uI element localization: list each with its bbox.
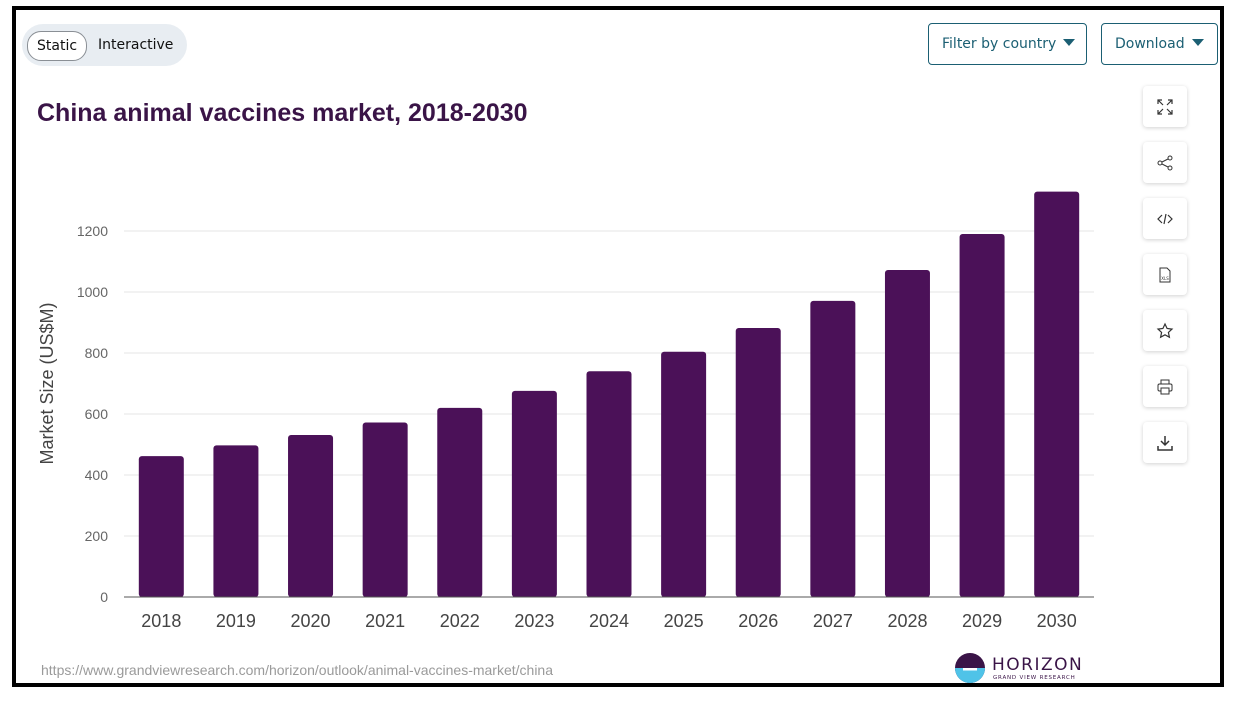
horizon-logo: HORIZON GRAND VIEW RESEARCH (954, 652, 1084, 686)
source-url: https://www.grandviewresearch.com/horizo… (41, 662, 553, 678)
xls-file-icon: XLS (1159, 267, 1171, 282)
x-tick-label: 2024 (589, 611, 629, 631)
download-icon (1157, 435, 1173, 451)
bar[interactable] (362, 422, 408, 597)
static-option[interactable]: Static (27, 31, 88, 61)
y-axis-label: Market Size (US$M) (37, 302, 57, 464)
x-tick-label: 2018 (141, 611, 181, 631)
logo-subtitle: GRAND VIEW RESEARCH (993, 675, 1076, 681)
bar[interactable] (213, 445, 259, 597)
bar[interactable] (437, 407, 483, 597)
chart-toolbar: XLS (1143, 86, 1187, 478)
star-icon (1156, 322, 1174, 338)
bar[interactable] (735, 327, 781, 597)
share-icon (1157, 155, 1173, 170)
embed-button[interactable] (1143, 198, 1187, 239)
x-tick-label: 2026 (738, 611, 778, 631)
print-icon (1157, 379, 1173, 394)
expand-icon (1157, 98, 1173, 115)
xls-export-button[interactable]: XLS (1143, 254, 1187, 295)
share-button[interactable] (1143, 142, 1187, 183)
bar-chart: 0 200 400 600 800 1000 1200 2018 2019 2020 2021 20… (37, 191, 1094, 631)
y-tick-label: 600 (85, 406, 109, 422)
svg-text:XLS: XLS (1161, 276, 1169, 281)
download-chart-button[interactable] (1143, 422, 1187, 463)
y-tick-label: 200 (85, 528, 109, 544)
y-tick-label: 1200 (77, 223, 108, 239)
x-tick-label: 2027 (813, 611, 853, 631)
print-button[interactable] (1143, 366, 1187, 407)
caret-down-icon (1063, 39, 1076, 46)
caret-down-icon (1191, 39, 1204, 46)
favorite-button[interactable] (1143, 310, 1187, 351)
x-tick-label: 2022 (440, 611, 480, 631)
y-tick-label: 800 (85, 345, 109, 361)
filter-button-label: Filter by country (942, 36, 1057, 52)
y-tick-label: 400 (85, 467, 109, 483)
interactive-option[interactable]: Interactive (98, 37, 174, 53)
expand-button[interactable] (1143, 86, 1187, 127)
download-button-label: Download (1115, 36, 1185, 52)
bar[interactable] (884, 270, 930, 597)
bar[interactable] (810, 300, 856, 597)
bar[interactable] (586, 371, 632, 597)
x-tick-label: 2029 (962, 611, 1002, 631)
x-tick-label: 2019 (216, 611, 256, 631)
x-tick-label: 2028 (887, 611, 927, 631)
bar[interactable] (511, 390, 557, 597)
x-tick-label: 2023 (514, 611, 554, 631)
download-button[interactable]: Download (1101, 23, 1218, 65)
chart-title: China animal vaccines market, 2018-2030 (37, 99, 528, 127)
filter-by-country-button[interactable]: Filter by country (928, 23, 1087, 65)
y-tick-label: 1000 (77, 284, 108, 300)
x-tick-label: 2025 (664, 611, 704, 631)
bar[interactable] (959, 234, 1005, 598)
bar[interactable] (661, 351, 707, 597)
logo-wordmark: HORIZON (992, 655, 1084, 675)
x-tick-label: 2020 (291, 611, 331, 631)
bar[interactable] (1034, 191, 1080, 597)
bar[interactable] (138, 456, 184, 597)
x-tick-label: 2030 (1037, 611, 1077, 631)
embed-code-icon (1157, 213, 1173, 224)
bar[interactable] (288, 435, 334, 597)
y-tick-label: 0 (100, 589, 108, 605)
chart-widget: Static Interactive Filter by country Dow… (12, 6, 1224, 687)
view-toggle: Static Interactive (22, 24, 187, 66)
horizon-logo-icon (955, 653, 985, 683)
x-tick-label: 2021 (365, 611, 405, 631)
